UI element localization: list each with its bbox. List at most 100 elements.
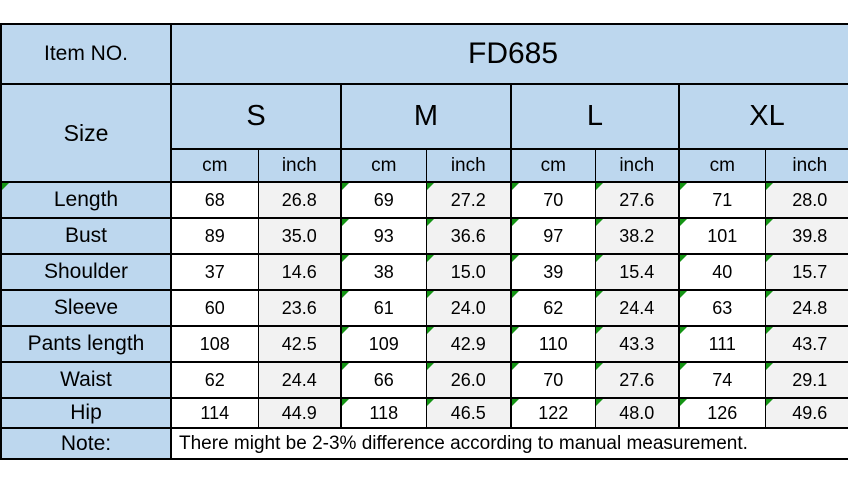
row-label-length: Length: [0, 181, 172, 219]
comment-flag-icon: [681, 364, 687, 370]
measurement-cell: 46.5: [425, 397, 512, 429]
measurement-cell: 66: [340, 361, 427, 399]
cell-value: 15.0: [450, 261, 486, 282]
table-row-sleeve: Sleeve 60 23.6 61 24.0 62 24.4 63 24.8: [0, 289, 848, 327]
comment-flag-icon: [596, 328, 603, 334]
row-label-pants-length: Pants length: [0, 325, 172, 363]
measurement-cell: 62: [170, 361, 259, 399]
measurement-cell: 108: [170, 325, 259, 363]
measurement-cell: 63: [678, 289, 766, 327]
comment-flag-icon: [766, 292, 773, 298]
comment-flag-icon: [513, 400, 519, 406]
row-label-sleeve: Sleeve: [0, 289, 172, 327]
measurement-cell: 15.7: [764, 253, 848, 291]
comment-flag-icon: [513, 328, 519, 334]
unit-header-cm-l: cm: [510, 148, 596, 183]
comment-flag-icon: [513, 292, 519, 298]
comment-flag-icon: [766, 220, 773, 226]
size-col-header-s: S: [170, 83, 342, 150]
comment-flag-icon: [513, 220, 519, 226]
measurement-cell: 38: [340, 253, 427, 291]
cell-value: 28.0: [792, 189, 828, 210]
measurement-cell: 27.2: [425, 181, 512, 219]
note-row: Note: There might be 2-3% difference acc…: [0, 427, 848, 460]
comment-flag-icon: [427, 292, 434, 298]
cell-value: 39: [543, 261, 564, 282]
measurement-cell: 61: [340, 289, 427, 327]
measurement-cell: 71: [678, 181, 766, 219]
measurement-cell: 26.0: [425, 361, 512, 399]
measurement-cell: 101: [678, 217, 766, 255]
measurement-cell: 24.4: [257, 361, 342, 399]
measurement-cell: 36.6: [425, 217, 512, 255]
size-header-row: Size S M L XL: [0, 83, 848, 183]
comment-flag-icon: [3, 184, 9, 190]
cell-value: 38.2: [619, 225, 655, 246]
comment-flag-icon: [343, 328, 349, 334]
comment-flag-icon: [343, 292, 349, 298]
size-chart: Item NO. FD685 Size S M L XL cm inch cm …: [0, 23, 848, 460]
measurement-cell: 70: [510, 361, 596, 399]
comment-flag-icon: [343, 220, 349, 226]
comment-flag-icon: [766, 184, 773, 190]
row-label-shoulder: Shoulder: [0, 253, 172, 291]
comment-flag-icon: [596, 400, 603, 406]
table-row-bust: Bust 89 35.0 93 36.6 97 38.2 101 39.8: [0, 217, 848, 255]
size-col-header-m: M: [340, 83, 512, 150]
unit-header-cm-s: cm: [170, 148, 259, 183]
cell-value: 24.0: [450, 297, 486, 318]
item-no-label: Item NO.: [0, 23, 172, 85]
cell-value: 27.6: [619, 189, 655, 210]
measurement-cell: 118: [340, 397, 427, 429]
cell-value: 24.4: [619, 297, 655, 318]
comment-flag-icon: [513, 256, 519, 262]
size-chart-table: Item NO. FD685 Size S M L XL cm inch cm …: [0, 23, 848, 460]
row-label-text: Length: [53, 188, 119, 211]
cell-value: 126: [707, 402, 738, 423]
measurement-cell: 44.9: [257, 397, 342, 429]
comment-flag-icon: [343, 400, 349, 406]
comment-flag-icon: [427, 364, 434, 370]
measurement-cell: 15.4: [594, 253, 680, 291]
measurement-cell: 111: [678, 325, 766, 363]
measurement-cell: 23.6: [257, 289, 342, 327]
comment-flag-icon: [343, 364, 349, 370]
comment-flag-icon: [427, 184, 434, 190]
item-no-row: Item NO. FD685: [0, 23, 848, 85]
cell-value: 110: [538, 333, 568, 354]
cell-value: 26.0: [450, 369, 486, 390]
cell-value: 27.6: [619, 369, 655, 390]
measurement-cell: 24.4: [594, 289, 680, 327]
comment-flag-icon: [681, 328, 687, 334]
measurement-cell: 39.8: [764, 217, 848, 255]
measurement-cell: 29.1: [764, 361, 848, 399]
comment-flag-icon: [681, 184, 687, 190]
cell-value: 39.8: [792, 225, 828, 246]
measurement-cell: 60: [170, 289, 259, 327]
cell-value: 42.9: [450, 333, 486, 354]
measurement-cell: 109: [340, 325, 427, 363]
unit-header-inch-l: inch: [594, 148, 680, 183]
comment-flag-icon: [513, 364, 519, 370]
unit-header-inch-xl: inch: [764, 148, 848, 183]
cell-value: 70: [543, 189, 564, 210]
comment-flag-icon: [596, 364, 603, 370]
cell-value: 49.6: [792, 402, 828, 423]
comment-flag-icon: [596, 256, 603, 262]
cell-value: 118: [369, 402, 399, 423]
cell-value: 111: [708, 333, 736, 354]
measurement-cell: 70: [510, 181, 596, 219]
comment-flag-icon: [681, 400, 687, 406]
measurement-cell: 122: [510, 397, 596, 429]
measurement-cell: 114: [170, 397, 259, 429]
cell-value: 48.0: [619, 402, 655, 423]
cell-value: 101: [707, 225, 738, 246]
measurement-cell: 110: [510, 325, 596, 363]
comment-flag-icon: [596, 292, 603, 298]
unit-header-cm-m: cm: [340, 148, 427, 183]
cell-value: 109: [368, 333, 399, 354]
cell-value: 43.3: [619, 333, 655, 354]
row-label-bust: Bust: [0, 217, 172, 255]
table-row-waist: Waist 62 24.4 66 26.0 70 27.6 74 29.1: [0, 361, 848, 399]
measurement-cell: 43.7: [764, 325, 848, 363]
